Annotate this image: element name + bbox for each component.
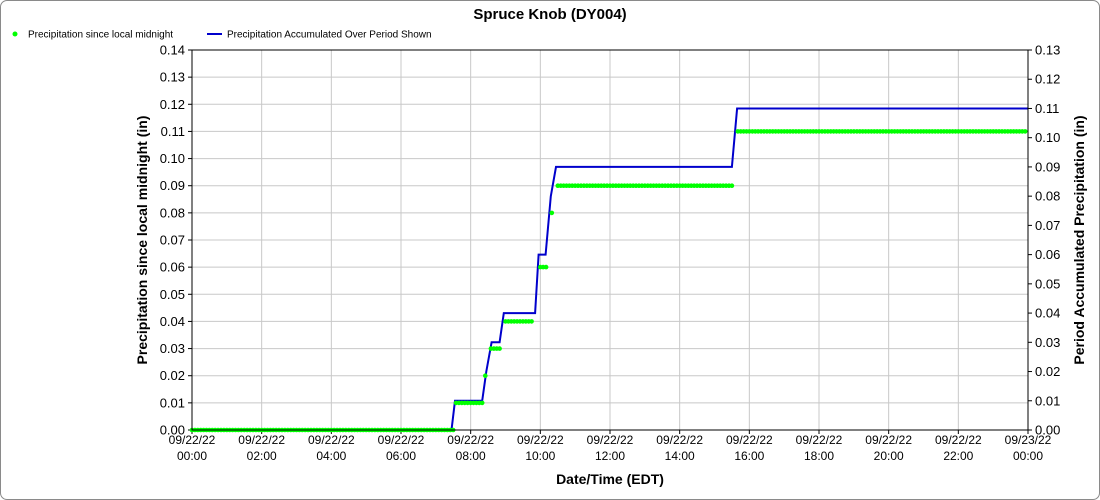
data-point: [479, 400, 485, 406]
y2-tick-label: 0.06: [1035, 247, 1060, 262]
y-tick-label: 0.11: [161, 124, 185, 139]
x-tick-label-time: 06:00: [386, 449, 416, 463]
y-tick-label: 0.01: [160, 395, 185, 410]
y-axis-left-label: Precipitation since local midnight (in): [134, 116, 150, 365]
data-point: [1022, 129, 1028, 134]
data-point: [497, 346, 502, 351]
x-tick-label-time: 08:00: [456, 449, 486, 463]
y2-tick-label: 0.05: [1035, 276, 1060, 291]
y2-tick-label: 0.03: [1035, 335, 1060, 350]
x-tick-label-time: 16:00: [734, 449, 764, 463]
y-tick-label: 0.04: [160, 314, 185, 329]
y-tick-label: 0.03: [160, 341, 185, 356]
y-tick-label: 0.07: [160, 233, 185, 248]
y-tick-label: 0.06: [160, 260, 185, 275]
y2-tick-label: 0.11: [1035, 101, 1059, 116]
x-tick-label-date: 09/22/22: [796, 433, 843, 447]
y-tick-label: 0.00: [160, 423, 185, 438]
x-tick-label-time: 18:00: [804, 449, 834, 463]
chart-title: Spruce Knob (DY004): [473, 6, 626, 23]
data-point: [529, 319, 534, 324]
x-tick-label-date: 09/22/22: [656, 433, 703, 447]
y-tick-label: 0.12: [160, 97, 185, 112]
y2-tick-label: 0.09: [1035, 159, 1060, 174]
x-tick-label-date: 09/22/22: [865, 433, 912, 447]
x-tick-label-time: 02:00: [247, 449, 277, 463]
x-tick-label-time: 00:00: [1013, 449, 1043, 463]
x-tick-label-time: 22:00: [943, 449, 973, 463]
x-tick-label-time: 00:00: [177, 449, 207, 463]
x-tick-label-time: 04:00: [316, 449, 346, 463]
x-tick-label-date: 09/22/22: [935, 433, 982, 447]
y-tick-label: 0.13: [160, 70, 185, 85]
x-tick-label-time: 14:00: [665, 449, 695, 463]
x-axis-ticks: 09/22/22 00:00 09/22/22 02:00 09/22/22 04:00 0…: [169, 433, 1052, 463]
y-tick-label: 0.14: [160, 43, 185, 58]
y2-tick-label: 0.10: [1035, 130, 1060, 145]
x-tick-label-time: 12:00: [595, 449, 625, 463]
legend-marker-precip-midnight: [12, 31, 18, 37]
x-tick-label-date: 09/22/22: [308, 433, 355, 447]
y-axis-left-ticks: 0.00 0.01 0.02 0.03 0.04 0.05 0.06 0.07 0.08 0.09…: [160, 43, 185, 438]
data-point: [729, 183, 735, 188]
data-point: [483, 373, 488, 379]
y2-tick-label: 0.01: [1035, 393, 1060, 408]
x-tick-label-date: 09/22/22: [238, 433, 285, 447]
x-tick-label-time: 20:00: [874, 449, 904, 463]
x-tick-label-date: 09/22/22: [169, 433, 216, 447]
legend: Precipitation since local midnight Preci…: [12, 30, 432, 41]
x-axis-label: Date/Time (EDT): [556, 471, 664, 487]
legend-label-period-accum: Precipitation Accumulated Over Period Sh…: [227, 30, 432, 41]
y2-tick-label: 0.12: [1035, 72, 1060, 87]
x-tick-label-date: 09/22/22: [378, 433, 425, 447]
legend-label-precip-midnight: Precipitation since local midnight: [28, 30, 173, 41]
series-precip-midnight: [189, 129, 1028, 433]
y2-tick-label: 0.07: [1035, 218, 1060, 233]
y-tick-label: 0.10: [160, 151, 185, 166]
x-tick-label-date: 09/23/22: [1005, 433, 1052, 447]
x-tick-label-date: 09/22/22: [726, 433, 773, 447]
x-tick-label-date: 09/22/22: [587, 433, 634, 447]
y-tick-label: 0.05: [160, 287, 185, 302]
y-axis-right-label: Period Accumulated Precipitation (in): [1071, 115, 1087, 364]
y-tick-label: 0.08: [160, 205, 185, 220]
x-tick-label-time: 10:00: [525, 449, 555, 463]
y-axis-right-ticks: 0.00 0.01 0.02 0.03 0.04 0.05 0.06 0.07 0.08 0.09…: [1035, 43, 1060, 438]
y2-tick-label: 0.04: [1035, 306, 1060, 321]
y2-tick-label: 0.02: [1035, 364, 1060, 379]
data-point: [543, 264, 549, 270]
data-point: [549, 210, 555, 216]
x-tick-label-date: 09/22/22: [447, 433, 494, 447]
plot-area: [191, 49, 1029, 431]
y2-tick-label: 0.08: [1035, 189, 1060, 204]
x-tick-label-date: 09/22/22: [517, 433, 564, 447]
y2-tick-label: 0.00: [1035, 423, 1060, 438]
y-tick-label: 0.02: [160, 368, 185, 383]
y-tick-label: 0.09: [160, 178, 185, 193]
y2-tick-label: 0.13: [1035, 43, 1060, 58]
